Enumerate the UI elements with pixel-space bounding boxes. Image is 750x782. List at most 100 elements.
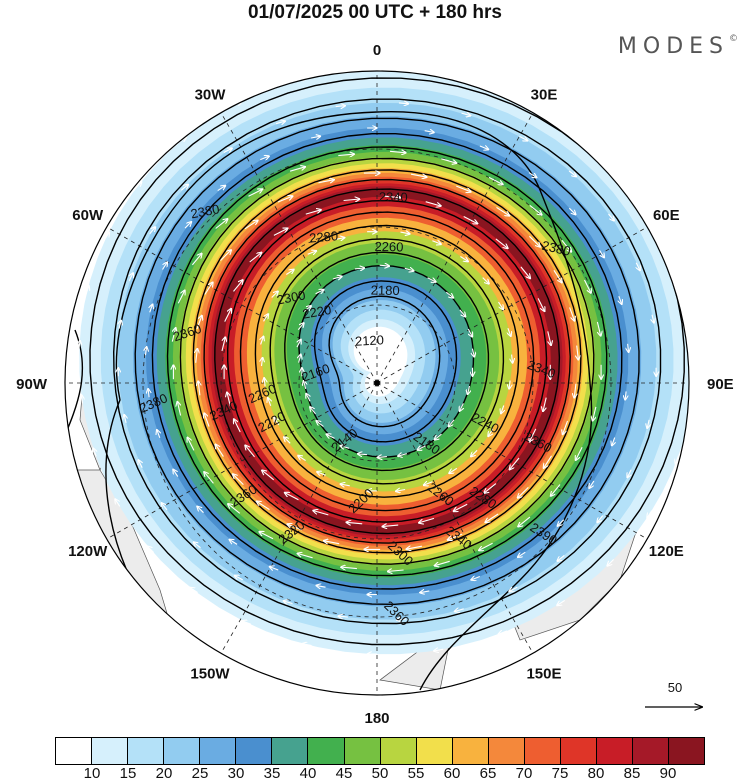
wind-arrow (303, 306, 311, 312)
wind-arrow (249, 252, 262, 263)
colorbar-cell (344, 738, 381, 764)
wind-arrow (479, 146, 489, 150)
wind-arrow (215, 444, 224, 457)
wind-arrow (338, 154, 354, 156)
longitude-label: 120E (649, 543, 684, 560)
height-contour (112, 98, 662, 625)
wind-arrow (434, 560, 450, 566)
wind-arrow (354, 268, 365, 269)
wind-arrow (256, 501, 270, 511)
height-contour (192, 169, 582, 554)
colorbar-tick-label: 10 (83, 765, 101, 782)
wind-arrow (468, 385, 470, 395)
wind-arrow (561, 240, 572, 252)
wind-arrow (495, 238, 508, 249)
wind-arrow (79, 340, 80, 350)
brand-mark: © (729, 34, 738, 44)
wind-arrow (479, 542, 493, 550)
latitude-circle (298, 304, 456, 462)
wind-arrow (343, 199, 360, 201)
speed-band (353, 326, 408, 397)
wind-arrow (438, 73, 449, 75)
wind-arrow (488, 428, 494, 437)
height-contour (328, 295, 441, 428)
meridian-line (106, 226, 378, 384)
height-contour (269, 238, 505, 485)
wind-arrow (400, 232, 411, 234)
wind-arrow (597, 515, 604, 523)
wind-arrow (323, 541, 340, 544)
wind-arrow (262, 357, 263, 367)
longitude-label: 180 (364, 710, 389, 727)
colorbar-cell (560, 738, 597, 764)
wind-arrow (340, 484, 350, 486)
wind-arrow (424, 131, 435, 133)
wind-arrow (377, 457, 387, 458)
wind-arrow (104, 232, 110, 241)
wind-arrow (273, 228, 288, 236)
wind-arrow (204, 413, 210, 427)
wind-arrow (468, 328, 472, 337)
wind-arrow (304, 381, 306, 390)
colorbar-cell (380, 738, 417, 764)
wind-arrow (274, 417, 280, 426)
wind-arrow (346, 522, 363, 524)
wind-arrow (547, 331, 551, 345)
wind-arrow (584, 279, 592, 293)
wind-arrow (285, 269, 294, 275)
wind-arrow (619, 296, 622, 304)
wind-arrow (461, 113, 471, 116)
wind-arrow (574, 383, 576, 398)
wind-arrow (221, 337, 225, 352)
colorbar-tick-label: 85 (623, 765, 641, 782)
colorbar-cell (56, 738, 93, 764)
wind-arrow (482, 277, 490, 284)
colorbar-cell (164, 738, 201, 764)
meridian-line (220, 382, 378, 654)
wind-arrow (284, 493, 299, 501)
colorbar-tick-label: 20 (155, 765, 173, 782)
wind-arrow (423, 482, 433, 486)
wind-arrow (180, 184, 188, 191)
wind-arrow (162, 262, 168, 270)
wind-arrow (406, 546, 423, 549)
wind-arrow (310, 407, 316, 415)
colorbar-cell (633, 738, 670, 764)
wind-arrow (196, 348, 198, 363)
colorbar-cell (416, 738, 453, 764)
wind-arrow (445, 291, 453, 298)
wind-arrow (149, 227, 156, 235)
height-contour (214, 188, 561, 535)
wind-arrow (223, 148, 232, 153)
colorbar-tick-label: 55 (407, 765, 425, 782)
colorbar-tick-label: 60 (443, 765, 461, 782)
meridian-line (376, 382, 648, 540)
longitude-label: 60E (653, 207, 680, 224)
wind-arrow (692, 398, 693, 407)
wind-arrow (129, 273, 133, 281)
wind-arrow (448, 419, 455, 427)
wind-arrow (217, 186, 226, 192)
wind-arrow (384, 196, 401, 198)
wind-arrow (488, 176, 503, 184)
wind-arrow (338, 616, 348, 617)
wind-arrow (420, 591, 430, 593)
colorbar-cell (452, 738, 489, 764)
meridian-line (376, 226, 648, 384)
wind-arrow (652, 314, 654, 323)
contour-label: 2340 (379, 189, 408, 205)
wind-arrow (627, 469, 631, 478)
wind-arrow (427, 277, 436, 282)
wind-arrow (229, 539, 238, 545)
wind-arrow (86, 286, 89, 295)
colorbar-tick-label: 35 (263, 765, 281, 782)
wind-arrow (398, 103, 409, 104)
map-border (64, 70, 690, 696)
longitude-label: 150E (526, 665, 561, 682)
colorbar-tick-label: 30 (227, 765, 245, 782)
longitude-label: 30W (195, 87, 227, 104)
wind-arrow (115, 499, 121, 507)
wind-arrow (228, 504, 241, 514)
wind-arrow (694, 338, 695, 347)
contour-label: 2260 (374, 239, 403, 255)
